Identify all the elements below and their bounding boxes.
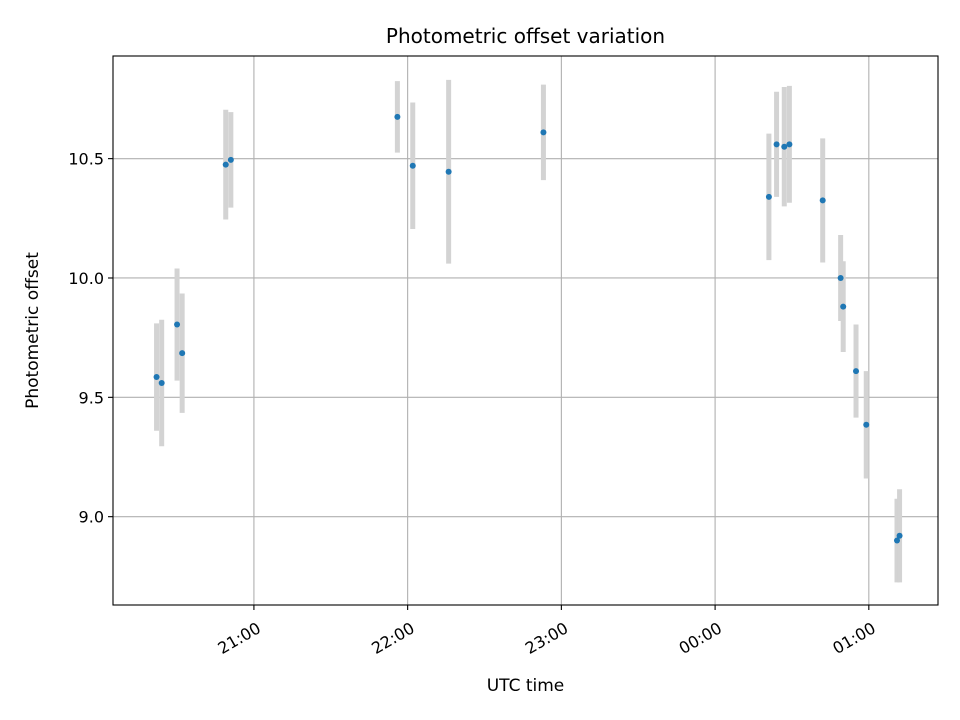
data-point [819,197,826,204]
y-axis-title: Photometric offset [23,252,43,409]
data-point [179,350,186,357]
data-point [222,161,229,168]
data-point [409,162,416,169]
data-point [837,274,844,281]
data-point [174,321,181,328]
y-tick-label: 9.0 [79,508,104,527]
y-tick-label: 10.0 [68,269,104,288]
grid [113,56,938,605]
data-point [781,143,788,150]
data-point [853,368,860,375]
data-point [158,380,165,387]
data-point [840,303,847,310]
data-point [773,141,780,148]
y-tick-label: 10.5 [68,150,104,169]
data-point [863,421,870,428]
data-point [153,374,160,381]
plot-area-frame [112,55,939,606]
data-point [540,129,547,136]
data-points [153,113,903,544]
chart-title: Photometric offset variation [386,24,665,48]
data-point [765,193,772,200]
data-point [786,141,793,148]
data-point [894,537,901,544]
y-tick-label: 9.5 [79,388,104,407]
data-point [896,532,903,539]
data-point [227,156,234,163]
data-point [445,168,452,175]
x-axis-title: UTC time [487,676,565,696]
data-point [394,113,401,120]
